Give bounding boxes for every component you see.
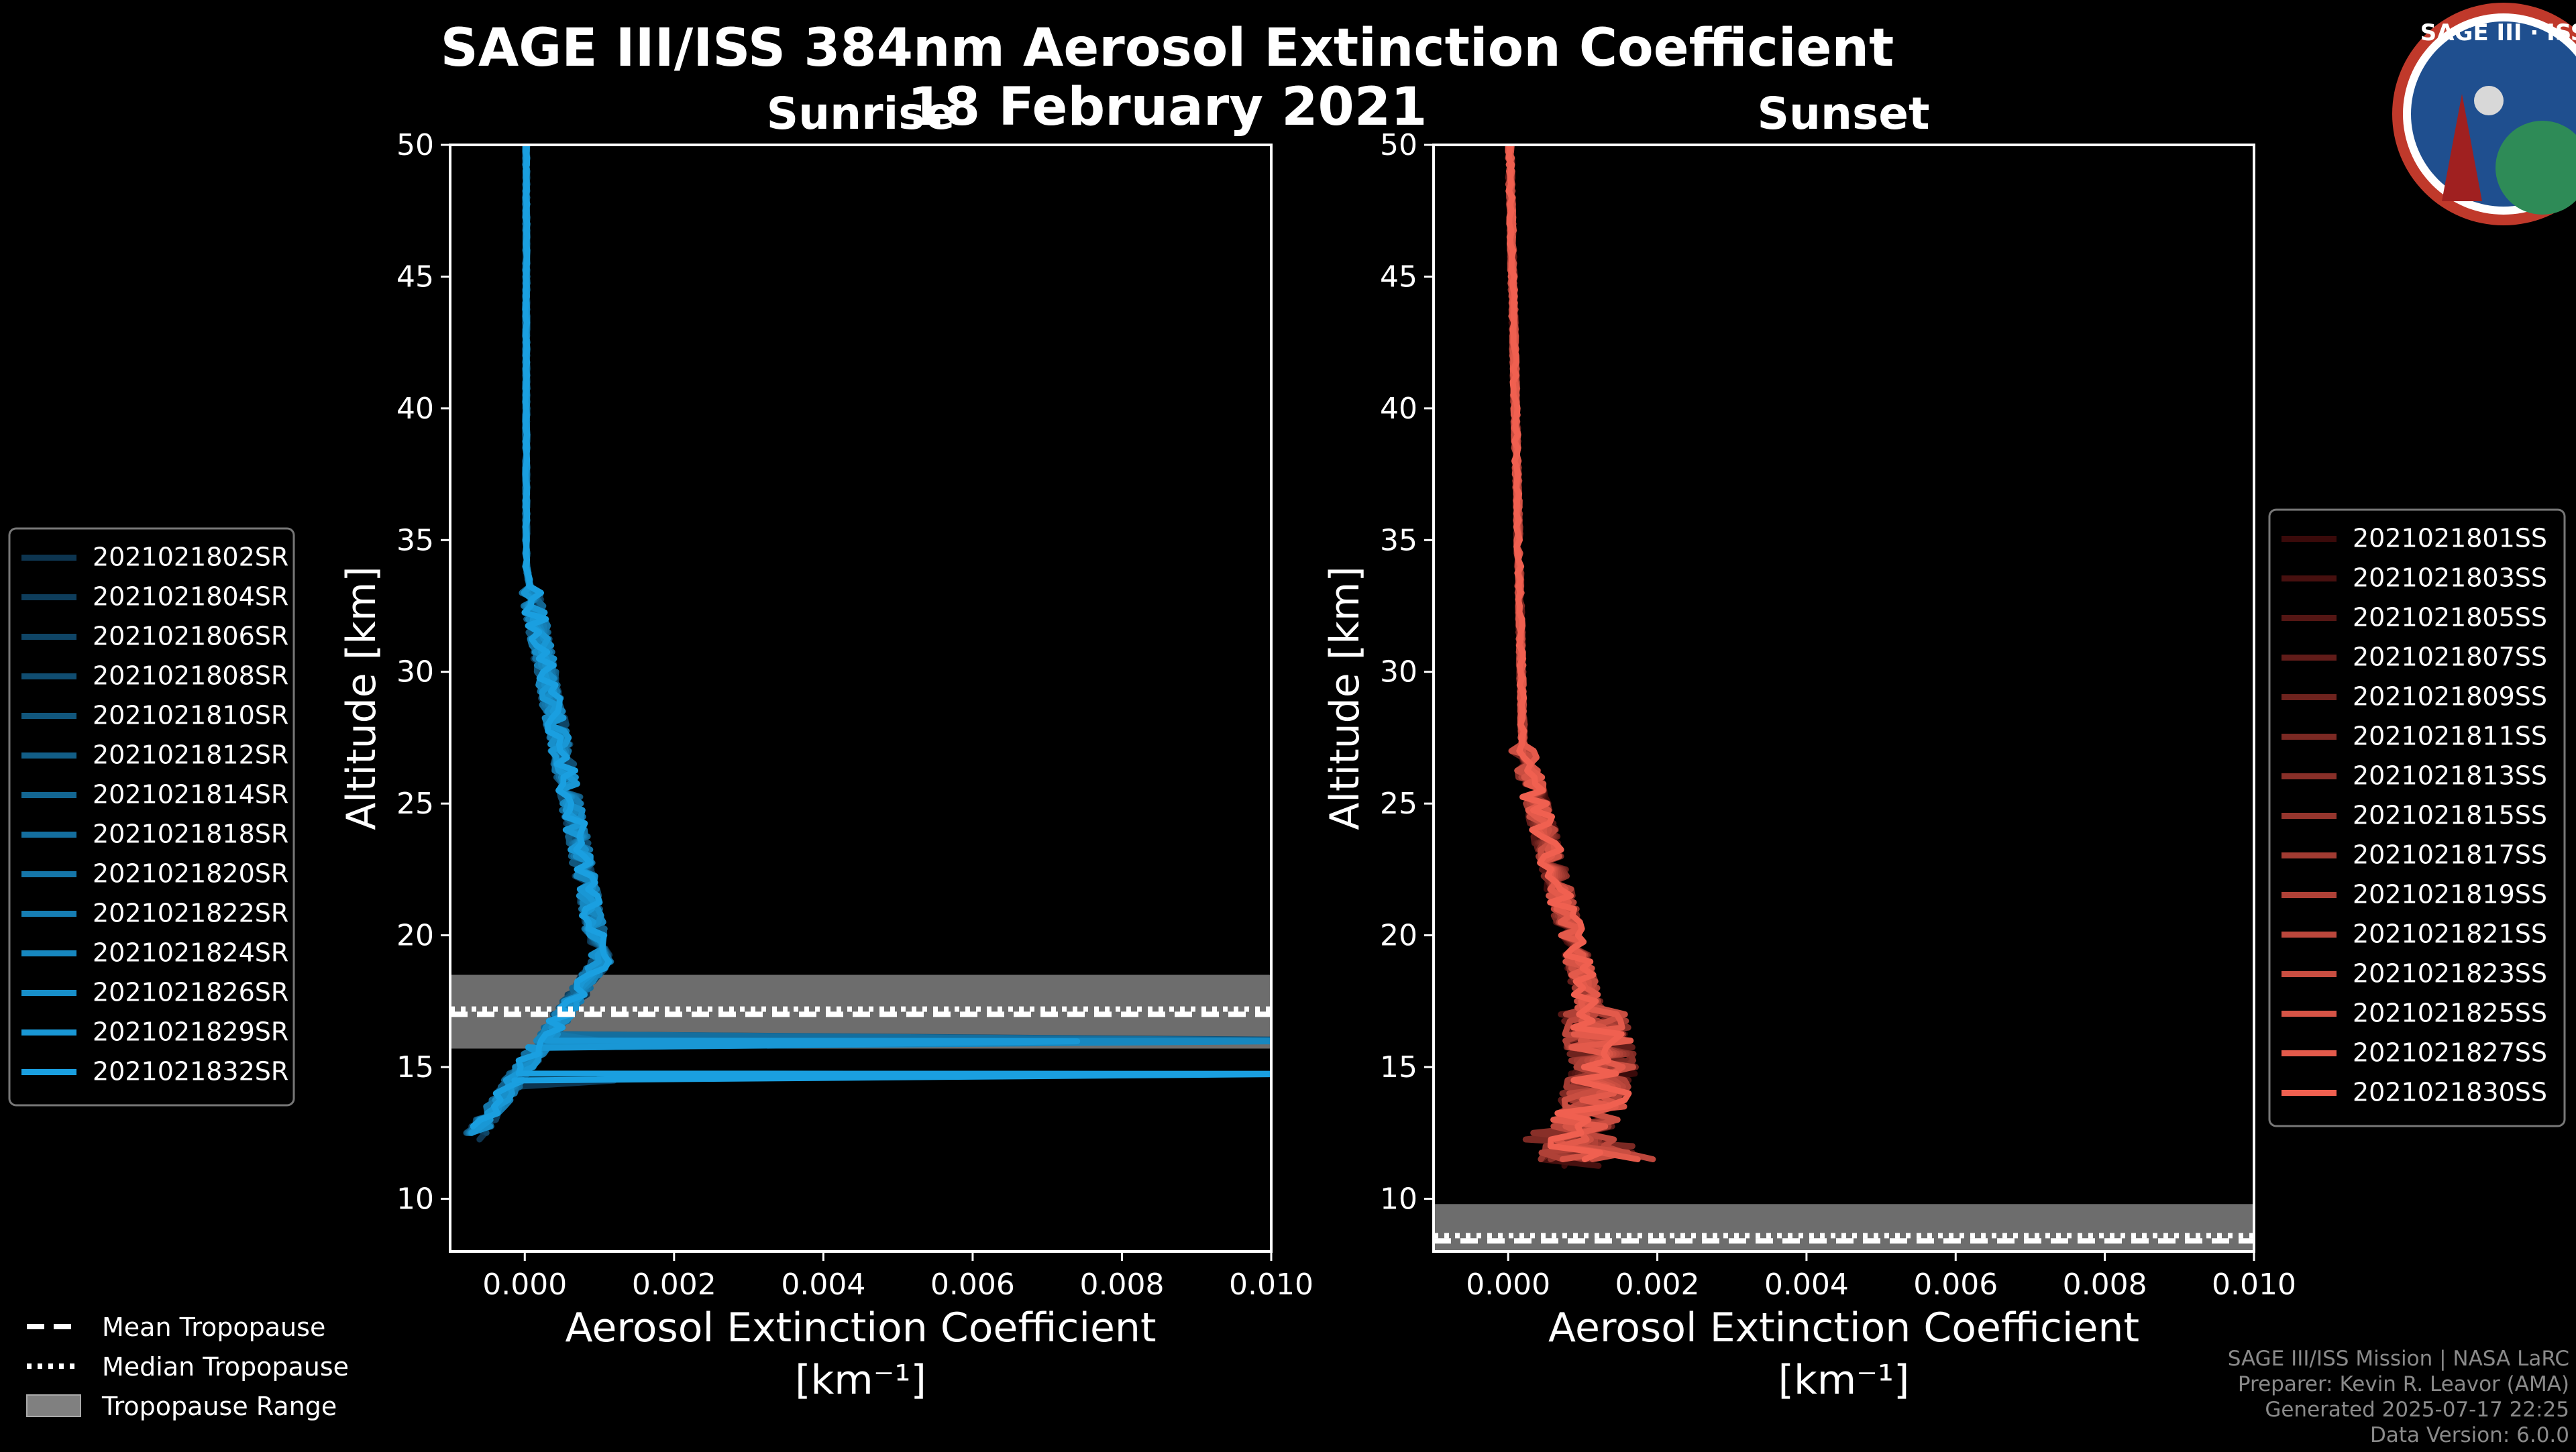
- logo-figure-icon: [2442, 94, 2482, 201]
- sunset-xaxis-unit: [km⁻¹]: [1778, 1357, 1910, 1404]
- sunset-xaxis-label: Aerosol Extinction Coefficient: [1548, 1304, 2139, 1351]
- sunrise-legend-label-2021021829SR: 2021021829SR: [93, 1017, 288, 1047]
- sunset-legend-label-2021021827SS: 2021021827SS: [2353, 1038, 2547, 1068]
- sunset-ytick-label-5: 35: [1380, 523, 1417, 557]
- sunrise-xaxis-unit: [km⁻¹]: [795, 1357, 926, 1404]
- sunset-ytick-label-2: 20: [1380, 919, 1417, 953]
- sunset-xtick-label-1: 0.002: [1615, 1268, 1700, 1302]
- sunset-xtick-label-4: 0.008: [2063, 1268, 2147, 1302]
- sunrise-legend: 2021021802SR 2021021804SR 2021021806SR 2021…: [8, 527, 295, 1107]
- sunset-legend-label-2021021805SS: 2021021805SS: [2353, 603, 2547, 632]
- figure-title-line1: SAGE III/ISS 384nm Aerosol Extinction Co…: [441, 18, 1894, 78]
- sunset-legend: 2021021801SS 2021021803SS 2021021805SS 2021…: [2268, 508, 2566, 1127]
- sunrise-plot-area: [450, 145, 1271, 1143]
- sunset-legend-label-2021021813SS: 2021021813SS: [2353, 761, 2547, 791]
- sunrise-legend-label-2021021814SR: 2021021814SR: [93, 780, 288, 809]
- sunrise-ytick-label-7: 45: [396, 260, 434, 294]
- sunrise-ytick-label-5: 35: [396, 523, 434, 557]
- sunset-yaxis-label: Altitude [km]: [1322, 566, 1368, 830]
- tropopause-range-swatch: [26, 1394, 81, 1417]
- sunrise-legend-label-2021021826SR: 2021021826SR: [93, 978, 288, 1007]
- sunrise-legend-label-2021021808SR: 2021021808SR: [93, 661, 288, 691]
- sunset-ytick-label-4: 30: [1380, 655, 1417, 689]
- sunrise-axes-frame: [449, 144, 1273, 1253]
- footer-line3: Generated 2025-07-17 22:25: [2265, 1398, 2569, 1422]
- sunrise-legend-label-2021021810SR: 2021021810SR: [93, 701, 288, 730]
- sunrise-xtick-label-1: 0.002: [632, 1268, 716, 1302]
- sunset-xtick-label-0: 0.000: [1466, 1268, 1550, 1302]
- footer-line2: Preparer: Kevin R. Leavor (AMA): [2238, 1372, 2569, 1396]
- sunrise-legend-label-2021021820SR: 2021021820SR: [93, 859, 288, 889]
- sage-iii-iss-logo: SAGE III · ISS: [2392, 3, 2576, 225]
- sunset-tropopause-range: [1434, 1204, 2254, 1251]
- sunrise-xtick-label-2: 0.004: [781, 1268, 865, 1302]
- sunset-legend-label-2021021817SS: 2021021817SS: [2353, 840, 2547, 870]
- sunrise-xaxis-label: Aerosol Extinction Coefficient: [566, 1304, 1157, 1351]
- sunrise-xtick-label-5: 0.010: [1229, 1268, 1313, 1302]
- figure-title-line2: 18 February 2021: [908, 77, 1428, 137]
- sunset-legend-label-2021021825SS: 2021021825SS: [2353, 999, 2547, 1028]
- sunrise-legend-label-2021021832SR: 2021021832SR: [93, 1057, 288, 1086]
- footer-line1: SAGE III/ISS Mission | NASA LaRC: [2228, 1347, 2569, 1371]
- logo-title-text: SAGE III · ISS: [2420, 19, 2576, 46]
- sunset-legend-label-2021021819SS: 2021021819SS: [2353, 880, 2547, 909]
- sunrise-xtick-label-4: 0.008: [1079, 1268, 1164, 1302]
- sunrise-ytick-label-0: 10: [396, 1182, 434, 1216]
- sunset-legend-label-2021021811SS: 2021021811SS: [2353, 722, 2547, 751]
- sunrise-legend-label-2021021806SR: 2021021806SR: [93, 622, 288, 651]
- sunset-ytick-label-3: 25: [1380, 787, 1417, 821]
- sunset-xtick-label-3: 0.006: [1913, 1268, 1998, 1302]
- sunset-legend-label-2021021823SS: 2021021823SS: [2353, 959, 2547, 989]
- sunset-ytick-label-7: 45: [1380, 260, 1417, 294]
- sunset-legend-label-2021021821SS: 2021021821SS: [2353, 919, 2547, 949]
- sunrise-panel: 0.000 0.002 0.004 0.006 0.008 0.010 10 15 20 25 30…: [338, 128, 1313, 1404]
- sunrise-xtick-label-0: 0.000: [482, 1268, 567, 1302]
- sunrise-legend-label-2021021802SR: 2021021802SR: [93, 543, 288, 572]
- sunrise-legend-label-2021021804SR: 2021021804SR: [93, 582, 288, 612]
- sunset-legend-label-2021021830SS: 2021021830SS: [2353, 1078, 2547, 1107]
- sunrise-ytick-label-1: 15: [396, 1050, 434, 1084]
- sunrise-legend-label-2021021818SR: 2021021818SR: [93, 820, 288, 849]
- sunset-panel-title: Sunset: [1757, 88, 1929, 139]
- sunrise-ytick-label-6: 40: [396, 392, 434, 426]
- sunrise-ytick-label-3: 25: [396, 787, 434, 821]
- sunrise-ytick-label-8: 50: [396, 128, 434, 162]
- sunset-ytick-label-6: 40: [1380, 392, 1417, 426]
- sunrise-ytick-label-2: 20: [396, 919, 434, 953]
- tropopause-legend: Mean Tropopause Median Tropopause Tropop…: [26, 1313, 349, 1421]
- logo-moon-icon: [2474, 86, 2504, 115]
- sunset-xtick-label-5: 0.010: [2212, 1268, 2296, 1302]
- logo-globe-icon: [2496, 121, 2576, 215]
- sunset-legend-label-2021021809SS: 2021021809SS: [2353, 682, 2547, 712]
- tropopause-range-label: Tropopause Range: [101, 1392, 337, 1421]
- sunrise-yaxis-label: Altitude [km]: [338, 566, 385, 830]
- sunset-panel: 0.000 0.002 0.004 0.006 0.008 0.010 10 15 20 25 30…: [1322, 128, 2296, 1404]
- sunrise-profile-2021021832SR: [470, 145, 1271, 1129]
- sunrise-legend-label-2021021822SR: 2021021822SR: [93, 899, 288, 928]
- sunrise-xtick-label-3: 0.006: [930, 1268, 1015, 1302]
- sunset-legend-label-2021021801SS: 2021021801SS: [2353, 524, 2547, 553]
- sunset-ytick-label-8: 50: [1380, 128, 1417, 162]
- median-tropopause-label: Median Tropopause: [102, 1352, 349, 1382]
- sunrise-ytick-label-4: 30: [396, 655, 434, 689]
- sunrise-legend-label-2021021824SR: 2021021824SR: [93, 938, 288, 968]
- sunrise-panel-title: Sunrise: [767, 88, 955, 139]
- sunset-legend-label-2021021803SS: 2021021803SS: [2353, 563, 2547, 593]
- sunset-xtick-label-2: 0.004: [1764, 1268, 1849, 1302]
- sunset-axes-frame: [1432, 144, 2255, 1253]
- sunset-plot-area: [1434, 145, 2254, 1251]
- sunset-legend-frame: [2268, 508, 2566, 1127]
- sunrise-legend-frame: [8, 527, 295, 1107]
- sunrise-legend-label-2021021812SR: 2021021812SR: [93, 740, 288, 770]
- footer-credits: SAGE III/ISS Mission | NASA LaRC Prepare…: [2228, 1347, 2569, 1447]
- mean-tropopause-label: Mean Tropopause: [102, 1313, 325, 1342]
- sunset-profile-2021021830SS: [1505, 145, 1632, 1162]
- sunset-legend-label-2021021807SS: 2021021807SS: [2353, 643, 2547, 672]
- footer-line4: Data Version: 6.0.0: [2370, 1423, 2569, 1447]
- sunset-legend-label-2021021815SS: 2021021815SS: [2353, 801, 2547, 830]
- sunset-ytick-label-0: 10: [1380, 1182, 1417, 1216]
- sunset-ytick-label-1: 15: [1380, 1050, 1417, 1084]
